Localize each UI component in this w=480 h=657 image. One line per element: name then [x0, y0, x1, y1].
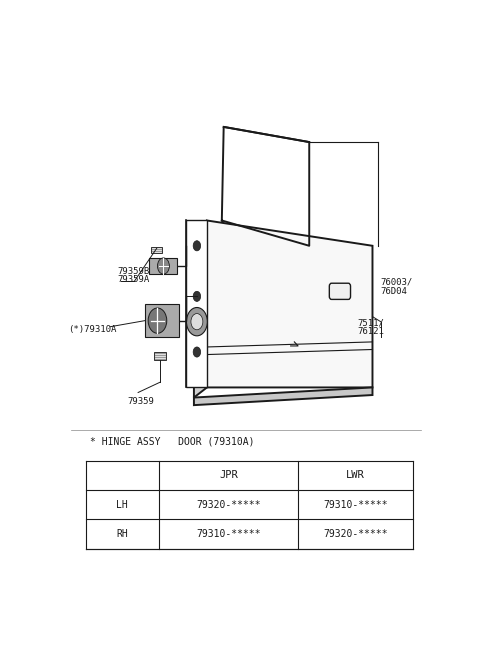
Polygon shape — [194, 221, 207, 397]
Polygon shape — [186, 221, 207, 388]
Text: 76D04: 76D04 — [381, 287, 408, 296]
Text: LH: LH — [117, 500, 128, 510]
FancyBboxPatch shape — [329, 283, 350, 300]
Polygon shape — [149, 258, 177, 273]
Text: LWR: LWR — [347, 470, 365, 480]
Polygon shape — [194, 388, 372, 405]
Text: 79359B: 79359B — [118, 267, 150, 276]
Text: 7511/: 7511/ — [358, 319, 384, 328]
Text: 76121: 76121 — [358, 327, 384, 336]
Circle shape — [193, 347, 201, 357]
Circle shape — [148, 308, 167, 333]
Circle shape — [191, 313, 203, 330]
Bar — [86, 461, 413, 549]
Text: 79310-*****: 79310-***** — [324, 500, 388, 510]
Text: JPR: JPR — [219, 470, 238, 480]
Circle shape — [157, 258, 169, 274]
Circle shape — [193, 240, 201, 251]
Circle shape — [186, 307, 207, 336]
Text: 79310-*****: 79310-***** — [196, 529, 261, 539]
Circle shape — [193, 291, 201, 302]
Text: 76003/: 76003/ — [381, 278, 413, 286]
Text: 79320-*****: 79320-***** — [196, 500, 261, 510]
Polygon shape — [154, 352, 166, 359]
Text: * HINGE ASSY   DOOR (79310A): * HINGE ASSY DOOR (79310A) — [90, 436, 254, 446]
Polygon shape — [207, 221, 372, 388]
Text: 79359A: 79359A — [118, 275, 150, 284]
Polygon shape — [151, 247, 162, 254]
Text: 79320-*****: 79320-***** — [324, 529, 388, 539]
Polygon shape — [145, 304, 179, 337]
Text: RH: RH — [117, 529, 128, 539]
Text: (*)79310A: (*)79310A — [68, 325, 117, 334]
Text: 79359: 79359 — [127, 397, 154, 406]
